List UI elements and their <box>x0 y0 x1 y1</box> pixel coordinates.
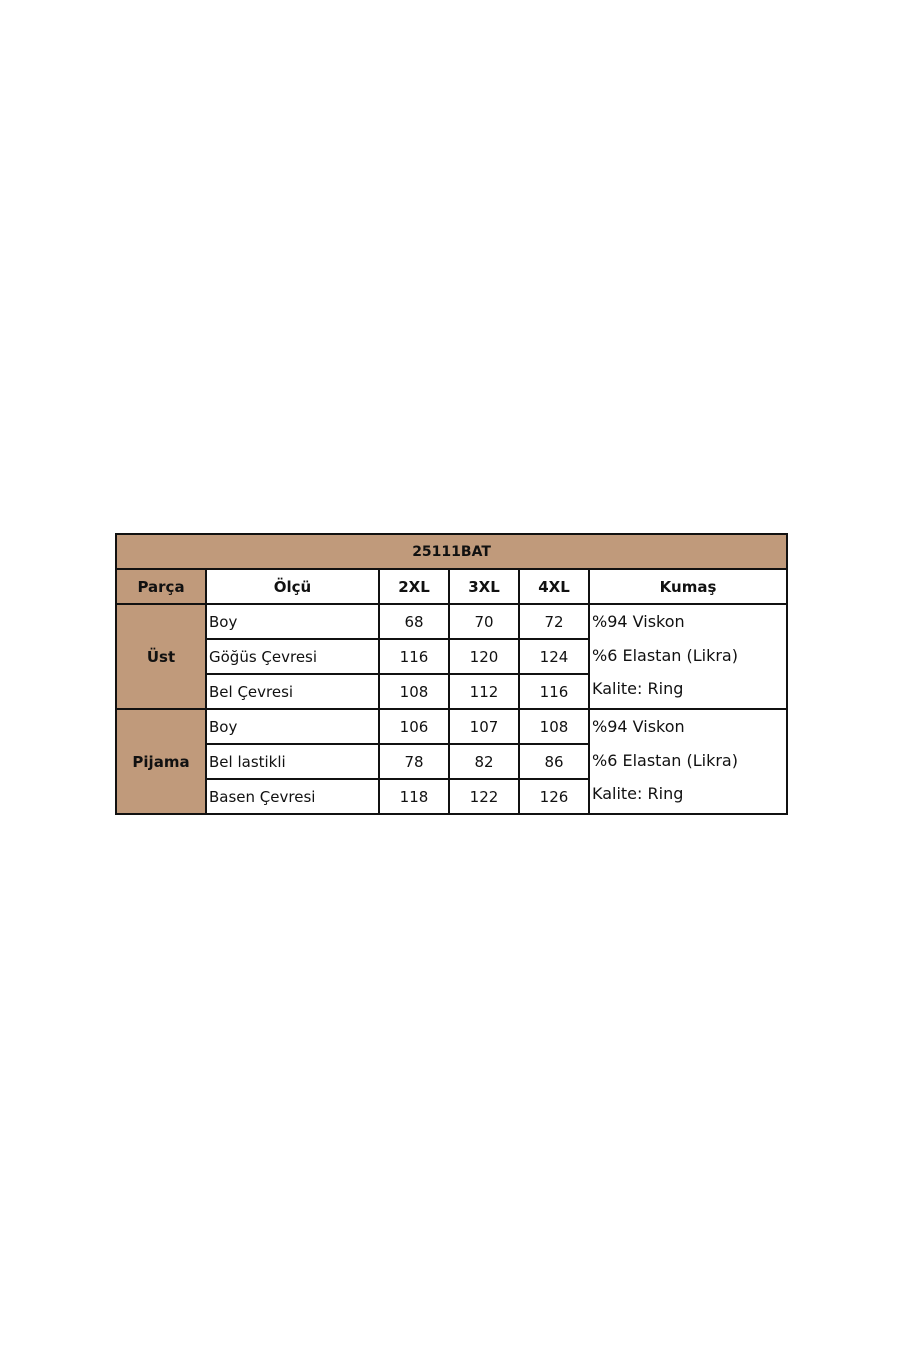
table-row: Bel lastikli 78 82 86 <box>116 743 787 780</box>
header-2xl: 2XL <box>378 568 450 605</box>
measure-label: Boy <box>205 708 380 745</box>
size-value: 112 <box>448 673 520 710</box>
size-value: 86 <box>518 743 590 780</box>
size-value: 78 <box>378 743 450 780</box>
measure-label: Boy <box>205 603 380 640</box>
table-row: Pijama Boy 106 107 108 %94 Viskon %6 Elastan (… <box>115 708 789 815</box>
size-value: 126 <box>518 778 590 815</box>
size-value: 68 <box>378 603 450 640</box>
table-row: Basen Çevresi 118 122 126 <box>116 778 787 815</box>
product-code: 25111BAT <box>114 533 789 570</box>
fabric-line: %94 Viskon <box>592 612 685 631</box>
fabric-info: %94 Viskon %6 Elastan (Likra) Kalite: Ring <box>587 603 789 710</box>
size-value: 116 <box>518 673 590 710</box>
size-value: 70 <box>448 603 520 640</box>
group-label: Üst <box>115 603 207 710</box>
fabric-line: %6 Elastan (Likra) <box>592 750 738 770</box>
table-row: Üst Boy 68 70 72 %94 Viskon %6 Elastan (Likra)… <box>115 603 789 710</box>
size-value: 108 <box>378 673 450 710</box>
fabric-line: Kalite: Ring <box>592 784 684 803</box>
table-row: Göğüs Çevresi 116 120 124 <box>116 638 787 675</box>
header-3xl: 3XL <box>448 568 520 605</box>
header-row: Parça Ölçü 2XL 3XL 4XL Kumaş <box>115 568 789 605</box>
measure-label: Bel Çevresi <box>205 673 380 710</box>
size-value: 107 <box>448 708 520 745</box>
size-value: 116 <box>378 638 450 675</box>
size-value: 108 <box>518 708 590 745</box>
size-value: 72 <box>518 603 590 640</box>
fabric-line: %6 Elastan (Likra) <box>592 645 738 665</box>
measure-label: Bel lastikli <box>205 743 380 780</box>
table-row: Bel Çevresi 108 112 116 <box>116 673 787 710</box>
size-value: 120 <box>448 638 520 675</box>
header-parca: Parça <box>115 568 207 605</box>
group-label: Pijama <box>115 708 207 815</box>
size-value: 122 <box>448 778 520 815</box>
fabric-info: %94 Viskon %6 Elastan (Likra) Kalite: Ring <box>587 708 789 815</box>
measure-label: Basen Çevresi <box>205 778 380 815</box>
header-olcu: Ölçü <box>205 568 380 605</box>
header-kumas: Kumaş <box>587 568 789 605</box>
size-value: 82 <box>448 743 520 780</box>
size-value: 118 <box>378 778 450 815</box>
size-chart-table: 25111BAT Parça Ölçü 2XL 3XL 4XL Kumaş Üs… <box>114 533 789 815</box>
size-value: 106 <box>378 708 450 745</box>
fabric-line: Kalite: Ring <box>592 679 684 698</box>
header-4xl: 4XL <box>518 568 590 605</box>
measure-label: Göğüs Çevresi <box>205 638 380 675</box>
fabric-line: %94 Viskon <box>592 717 685 736</box>
size-value: 124 <box>518 638 590 675</box>
title-row: 25111BAT <box>114 533 789 570</box>
